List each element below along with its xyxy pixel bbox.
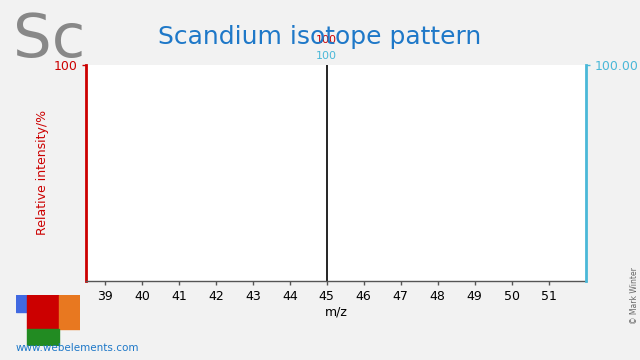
Text: 100: 100 [316,35,337,45]
Text: Sc: Sc [13,11,85,70]
Bar [16,295,27,312]
Text: © Mark Winter: © Mark Winter [630,267,639,324]
X-axis label: m/z: m/z [324,306,348,319]
Bar [27,295,59,329]
Y-axis label: Relative intensity/%: Relative intensity/% [36,110,49,235]
Bar [27,329,59,346]
Text: www.webelements.com: www.webelements.com [16,343,140,353]
Text: 100: 100 [316,51,337,60]
Text: Scandium isotope pattern: Scandium isotope pattern [158,25,482,49]
Bar [59,295,80,329]
